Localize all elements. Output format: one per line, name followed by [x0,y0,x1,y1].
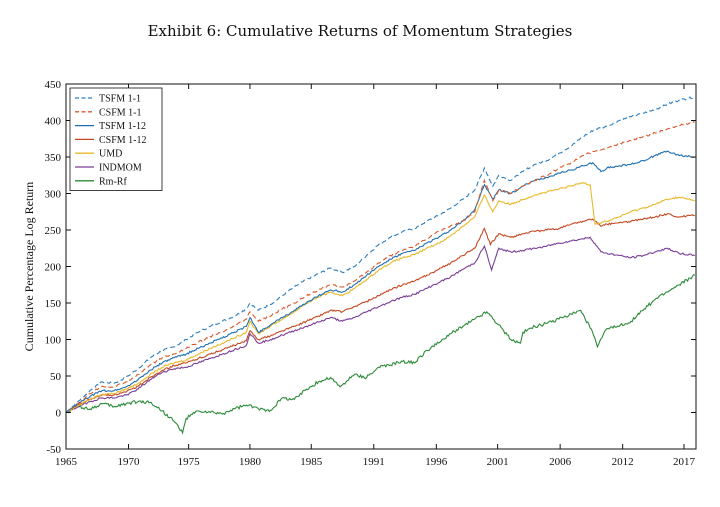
y-tick-label: 450 [45,79,62,91]
x-tick-label: 2006 [549,456,572,468]
y-tick-label: 400 [45,116,62,128]
y-tick-label: 250 [45,225,62,237]
series-line-indmom [65,236,695,413]
y-tick-label: 0 [56,408,62,420]
x-tick-label: 1970 [118,456,141,468]
x-tick-label: 1965 [55,456,78,468]
x-tick-label: 2001 [487,456,509,468]
x-tick-label: 2012 [612,456,634,468]
series-line-tsfm-1-12 [65,150,695,413]
y-tick-label: 100 [45,335,62,347]
x-tick-label: 1985 [300,456,323,468]
legend-label: TSFM 1-12 [99,121,146,132]
series-line-tsfm-1-1 [65,96,696,413]
y-tick-label: 300 [45,189,62,201]
y-tick-label: 50 [50,371,62,383]
y-tick-label: 150 [45,298,62,310]
x-tick-label: 1991 [363,456,385,468]
y-tick-label: 350 [45,152,62,164]
series-layer [65,96,696,435]
legend-label: TSFM 1-1 [99,94,141,105]
legend-label: CSFM 1-12 [99,135,147,146]
x-tick-label: 1975 [178,456,201,468]
y-tick-label: -50 [46,444,61,456]
legend: TSFM 1-1 CSFM 1-1 TSFM 1-12 CSFM 1-12 UMD IND… [69,87,163,191]
x-tick-label: 1980 [239,456,262,468]
x-tick-label: 1996 [425,456,448,468]
legend-label: INDMOM [99,163,142,174]
series-line-csfm-1-12 [65,213,695,413]
legend-label: UMD [99,149,122,160]
y-axis-label: Cumulative Percentage Log Return [22,182,36,352]
chart-title: Exhibit 6: Cumulative Returns of Momentu… [147,22,573,40]
series-line-rm-rf [65,273,696,435]
y-tick-label: 200 [45,262,62,274]
legend-label: Rm-Rf [99,176,127,187]
x-tick-label: 2017 [673,456,696,468]
series-line-csfm-1-1 [65,121,695,413]
legend-label: CSFM 1-1 [99,107,142,118]
series-line-umd [65,181,695,413]
